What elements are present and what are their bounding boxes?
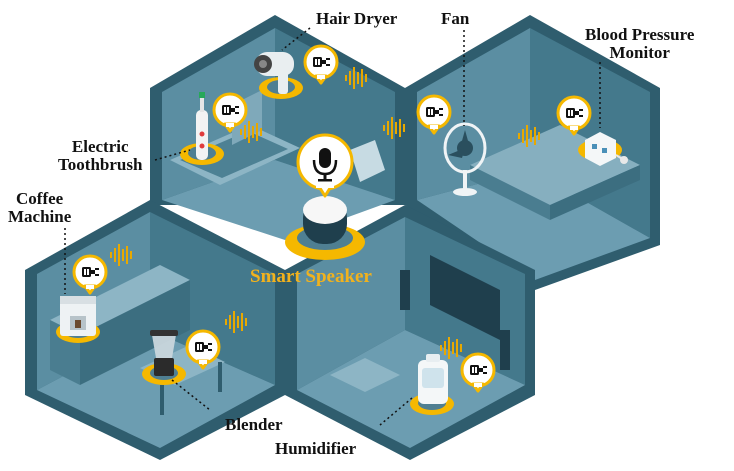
bp-label-line1: Blood Pressure [585, 25, 695, 44]
blood-pressure-monitor-device [578, 132, 628, 166]
blender-device [142, 330, 186, 385]
blender-label: Blender [225, 415, 283, 434]
bp-label-line2: Monitor [609, 43, 670, 62]
coffee-label-line1: Coffee [16, 189, 64, 208]
humidifier-label: Humidifier [275, 439, 357, 458]
coffee-machine-label: Coffee Machine [8, 190, 71, 226]
blood-pressure-monitor-label: Blood Pressure Monitor [585, 26, 694, 62]
hair-dryer-label: Hair Dryer [316, 9, 398, 28]
humidifier-device [410, 354, 454, 415]
electric-toothbrush-label: Electric Toothbrush [58, 138, 142, 174]
fan-device [443, 122, 487, 196]
microphone-icon [296, 133, 354, 198]
leader-lines [64, 27, 601, 426]
smart-speaker-device [285, 196, 365, 260]
hair-dryer-device [254, 52, 303, 99]
electric-toothbrush-device [180, 92, 224, 165]
bathroom-room [150, 15, 405, 240]
fan-label: Fan [441, 9, 470, 28]
toothbrush-label-line1: Electric [71, 137, 129, 156]
toothbrush-label-line2: Toothbrush [58, 155, 143, 174]
coffee-label-line2: Machine [8, 207, 72, 226]
bedroom-room [405, 15, 660, 290]
smart-speaker-label: Smart Speaker [250, 266, 372, 287]
coffee-machine-device [56, 296, 100, 343]
